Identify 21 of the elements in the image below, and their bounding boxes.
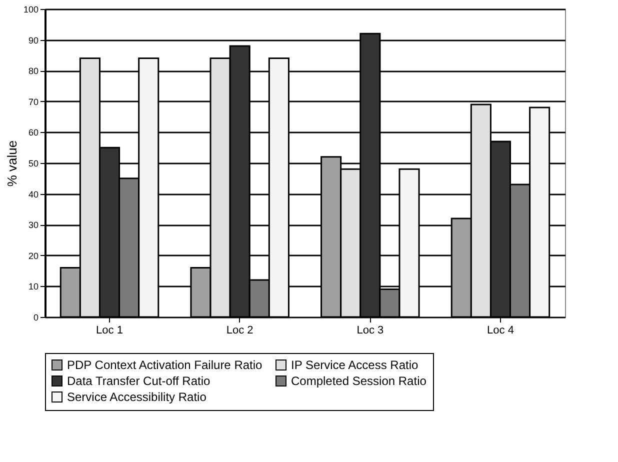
legend-label: IP Service Access Ratio [291,358,418,372]
y-tick-label: 70 [28,96,38,107]
legend-label: Service Accessibility Ratio [67,390,207,404]
x-tick-label: Loc 2 [226,324,254,336]
y-tick-label: 20 [28,250,38,261]
y-tick-label: 100 [23,4,38,14]
legend-label: PDP Context Activation Failure Ratio [67,358,263,372]
x-tick-label: Loc 3 [356,324,384,336]
x-tick-label: Loc 1 [96,324,123,336]
y-tick-label: 50 [28,158,38,168]
y-tick-label: 90 [28,35,38,46]
legend-label: Data Transfer Cut-off Ratio [67,374,210,388]
x-tick-label: Loc 4 [487,324,514,336]
y-tick-label: 80 [28,66,38,76]
y-tick-label: 40 [28,189,38,200]
y-tick-label: 60 [28,128,38,138]
legend-label: Completed Session Ratio [291,374,427,388]
y-axis-title: % value [4,140,20,187]
y-tick-label: 10 [28,282,38,292]
y-tick-label: 30 [28,220,38,230]
y-tick-label: 0 [33,312,38,322]
